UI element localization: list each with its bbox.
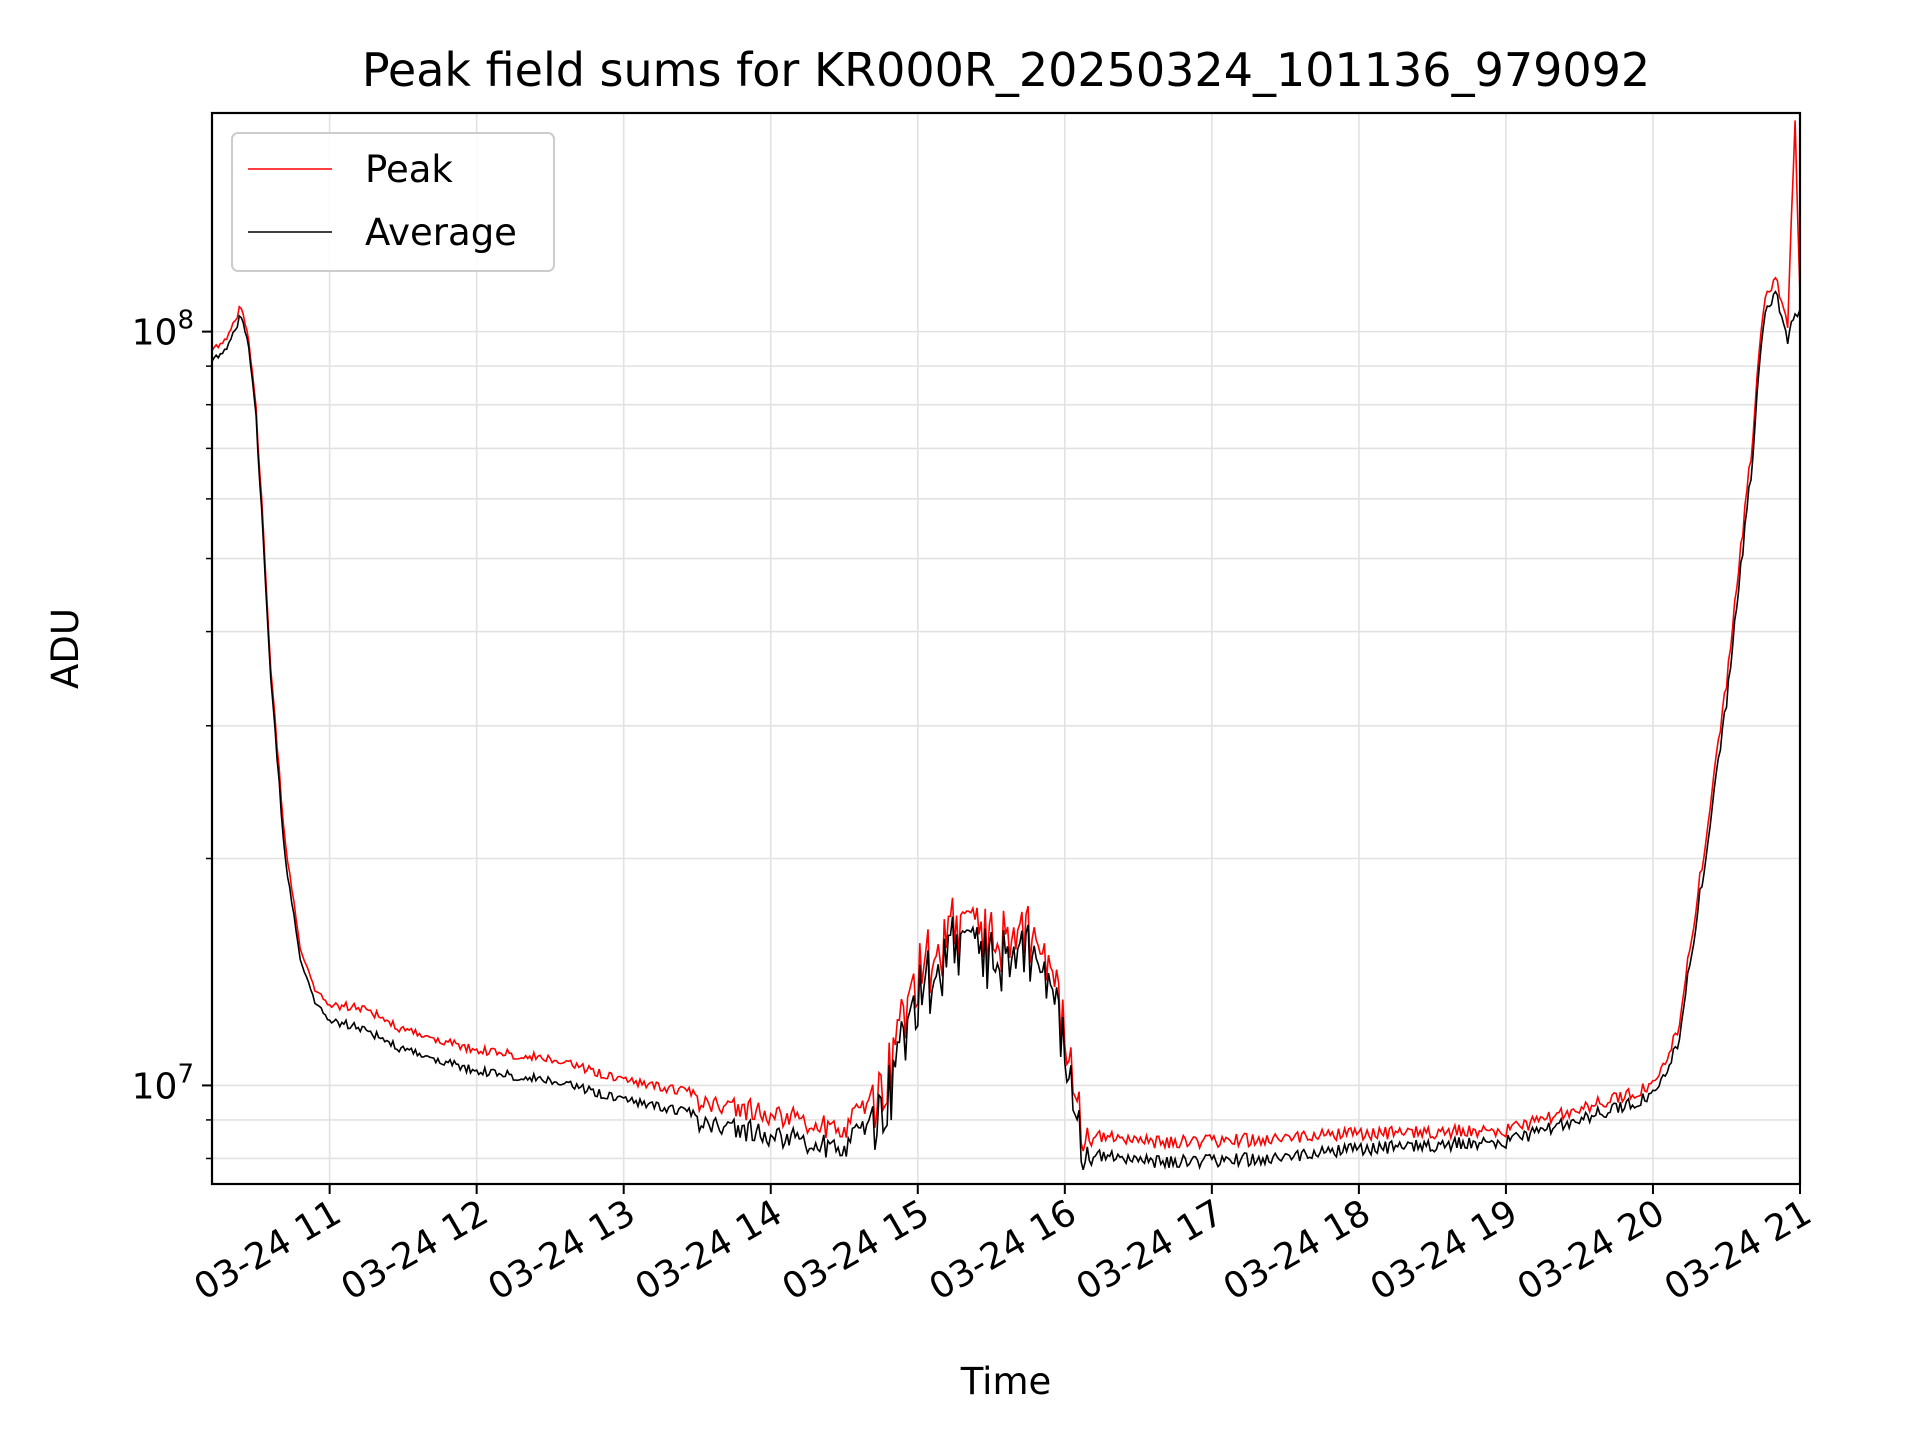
x-axis-label: Time: [960, 1360, 1052, 1403]
series-lines: [212, 120, 1800, 1171]
legend-label-peak: Peak: [365, 148, 453, 191]
legend: Peak Average: [231, 132, 555, 272]
y-axis-label: ADU: [44, 608, 87, 689]
plot-frame: [210, 111, 1802, 1186]
y-tick-label: 108: [132, 306, 194, 354]
series-line-average: [212, 290, 1800, 1171]
legend-label-average: Average: [365, 211, 517, 254]
chart-title: Peak field sums for KR000R_20250324_1011…: [362, 43, 1650, 97]
legend-box: [231, 132, 555, 272]
y-tick-label: 107: [132, 1059, 194, 1107]
series-line-peak: [212, 120, 1800, 1152]
